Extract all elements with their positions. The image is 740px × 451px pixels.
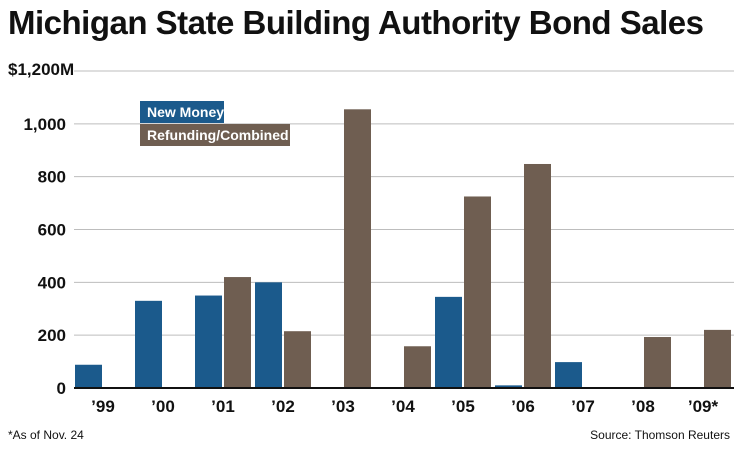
- bar-refunding: [524, 163, 551, 388]
- x-tick-label: ’99: [91, 397, 115, 416]
- y-axis-ticks: 0 200 400 600 800 1,000: [23, 115, 66, 398]
- x-tick-label: ’04: [391, 397, 415, 416]
- y-tick-label: 600: [38, 221, 66, 240]
- x-tick-label: ’06: [511, 397, 535, 416]
- y-tick-label: 1,000: [23, 115, 66, 134]
- x-tick-label: ’05: [451, 397, 475, 416]
- legend: New Money Refunding/Combined: [140, 101, 290, 146]
- bar-refunding: [284, 331, 311, 388]
- bar-new-money: [555, 362, 582, 388]
- bar-new-money: [195, 295, 222, 388]
- bar-refunding: [704, 329, 731, 388]
- x-tick-label: ’09*: [688, 397, 719, 416]
- y-axis-max-label: $1,200M: [8, 60, 75, 79]
- legend-swatch-refunding: [140, 124, 290, 146]
- y-tick-label: 0: [57, 379, 66, 398]
- x-tick-label: ’02: [271, 397, 295, 416]
- bars: [75, 109, 731, 388]
- y-tick-label: 800: [38, 168, 66, 187]
- bar-new-money: [435, 296, 462, 388]
- x-tick-label: ’07: [571, 397, 595, 416]
- x-axis-ticks: ’99 ’00 ’01 ’02 ’03 ’04 ’05 ’06 ’07 ’08 ’09*: [74, 387, 734, 416]
- chart-title: Michigan State Building Authority Bond S…: [8, 4, 704, 41]
- x-tick-label: ’08: [631, 397, 655, 416]
- footnote: *As of Nov. 24: [8, 428, 84, 442]
- x-tick-label: ’03: [331, 397, 355, 416]
- x-tick-label: ’01: [211, 397, 235, 416]
- bar-new-money: [495, 385, 522, 388]
- bar-new-money: [75, 364, 102, 388]
- bar-refunding: [224, 277, 251, 388]
- bar-refunding: [464, 196, 491, 388]
- gridlines: [74, 70, 734, 336]
- x-tick-label: ’00: [151, 397, 175, 416]
- bar-new-money: [255, 282, 282, 388]
- source-credit: Source: Thomson Reuters: [590, 428, 730, 442]
- bar-new-money: [135, 300, 162, 388]
- legend-swatch-new-money: [140, 101, 224, 123]
- legend-label-refunding: Refunding/Combined: [147, 127, 289, 143]
- bar-refunding: [404, 346, 431, 388]
- bar-refunding: [644, 337, 671, 388]
- y-tick-label: 200: [38, 326, 66, 345]
- y-tick-label: 400: [38, 273, 66, 292]
- bar-refunding: [344, 109, 371, 388]
- legend-label-new-money: New Money: [147, 104, 224, 120]
